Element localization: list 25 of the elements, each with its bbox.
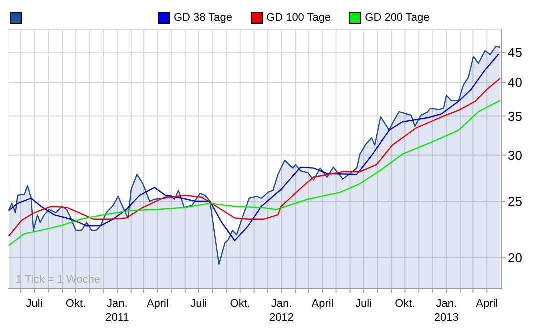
x-tick-label: Okt. <box>395 298 416 310</box>
x-tick-label: Jan. 2011 <box>106 298 130 324</box>
x-tick-label: Jan. 2012 <box>270 298 294 324</box>
y-tick-label: 40 <box>508 75 522 90</box>
x-tick-label: Juli <box>355 298 372 310</box>
x-tick-label: April <box>312 298 334 310</box>
legend-label: GD 100 Tage <box>266 12 332 24</box>
y-tick-label: 45 <box>508 45 522 60</box>
annotation: 1 Tick = 1 Woche <box>16 274 100 286</box>
x-tick-label: Okt. <box>230 298 250 310</box>
line-series <box>8 100 501 246</box>
y-tick-label: 35 <box>508 108 522 124</box>
x-tick-label: Okt. <box>66 298 86 310</box>
x-tick-label: April <box>476 298 498 310</box>
x-tick-label: April <box>146 298 169 310</box>
x-tick-label: Jan. 2013 <box>434 298 459 324</box>
legend-label: GD 200 Tage <box>365 12 430 24</box>
line-series <box>8 54 500 242</box>
y-tick-label: 20 <box>508 250 522 266</box>
y-tick-label: 25 <box>508 194 522 210</box>
x-tick-label: Juli <box>190 298 208 310</box>
x-tick-label: Juli <box>26 298 43 310</box>
legend-label: GD 38 Tage <box>174 12 233 24</box>
line-series <box>8 78 501 237</box>
y-tick-label: 30 <box>508 148 522 163</box>
